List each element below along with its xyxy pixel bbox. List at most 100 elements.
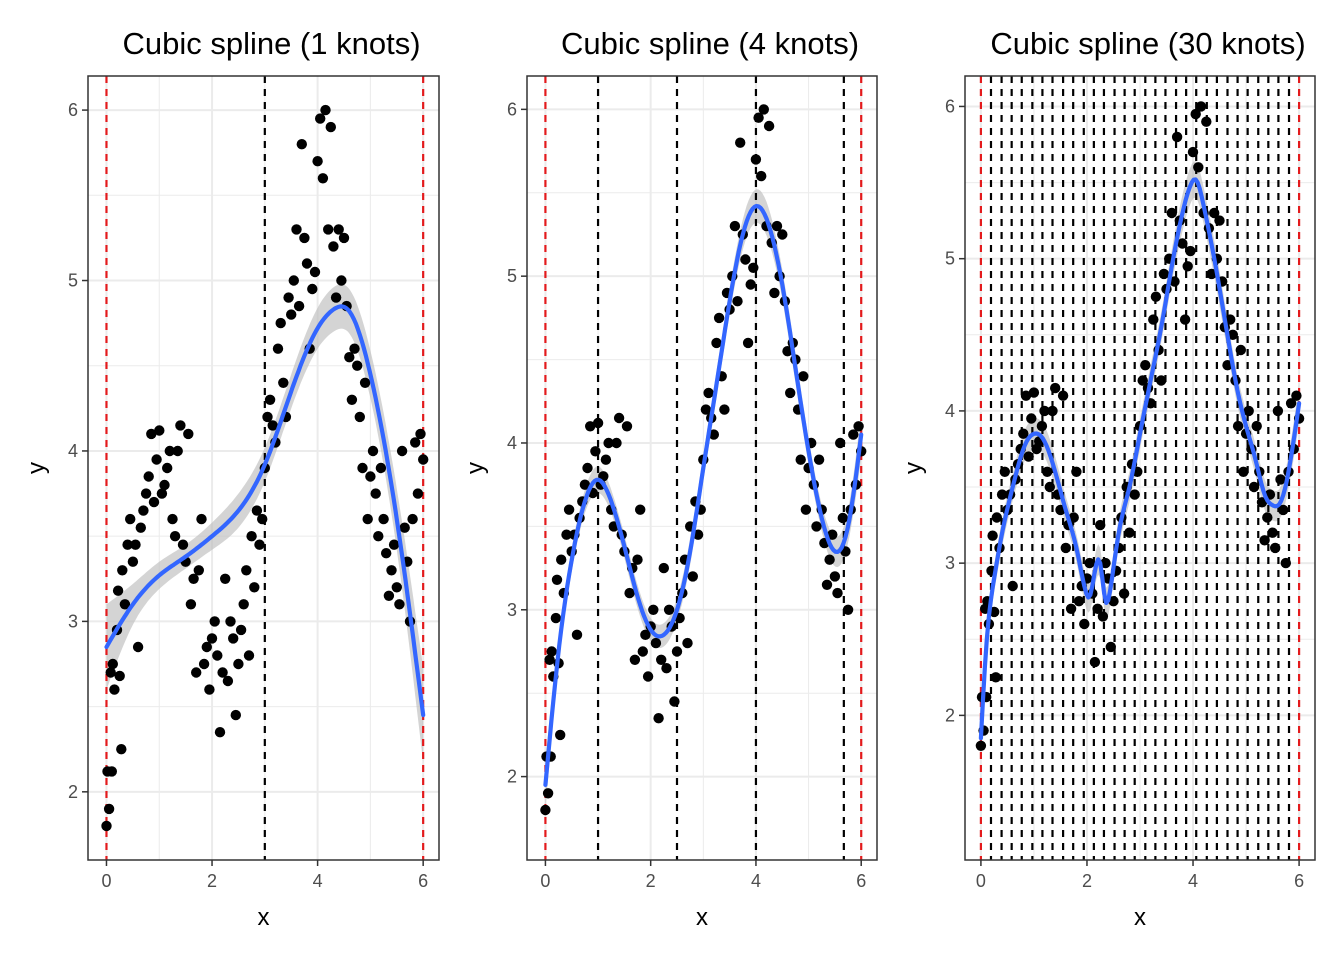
panel-border [87, 75, 440, 861]
data-point [853, 421, 864, 432]
chart-panel-1: 0 2 4 6 2 3 4 5 6 Cubic spline (1 knots) x y [23, 26, 440, 931]
data-point [325, 121, 336, 133]
y-tick-label: 5 [68, 271, 78, 291]
data-point [613, 412, 625, 424]
data-point [117, 565, 128, 576]
data-point [307, 283, 318, 295]
data-point [312, 156, 323, 167]
data-point [101, 820, 112, 832]
data-point [198, 658, 210, 670]
data-point [648, 604, 659, 615]
data-point [732, 296, 743, 307]
data-point [394, 599, 405, 610]
x-axis-label: x [258, 904, 270, 931]
data-point [188, 573, 199, 584]
data-point [296, 139, 307, 150]
data-point [383, 590, 395, 601]
data-point [740, 254, 751, 265]
x-tick-label: 4 [313, 871, 323, 891]
data-point [309, 266, 321, 278]
x-axis-label: x [696, 904, 708, 931]
data-point [1118, 588, 1130, 599]
data-point [1020, 390, 1032, 401]
data-point [1185, 245, 1196, 257]
data-point [813, 454, 825, 465]
y-tick-label: 2 [945, 705, 955, 725]
data-point [140, 488, 152, 499]
data-point [146, 428, 157, 440]
data-point [827, 529, 838, 540]
data-point [122, 539, 133, 550]
data-point [330, 292, 342, 303]
fit-line [978, 177, 1302, 741]
data-point [293, 300, 305, 312]
data-point [663, 604, 675, 615]
data-point [367, 445, 379, 457]
data-point [283, 292, 294, 303]
data-point [415, 428, 426, 440]
data-point [286, 309, 297, 320]
data-point [135, 522, 146, 533]
data-point [346, 394, 358, 405]
data-point [249, 582, 260, 593]
data-point [769, 287, 780, 299]
y-axis-label: y [900, 462, 927, 474]
x-tick-label: 4 [1188, 871, 1198, 891]
data-point [262, 411, 273, 423]
data-point [1124, 527, 1135, 538]
data-point [590, 446, 601, 457]
data-point [1251, 420, 1262, 432]
data-point [1028, 387, 1040, 398]
data-point [653, 713, 664, 724]
data-point [1209, 207, 1220, 219]
data-point [1187, 146, 1199, 158]
data-point [990, 672, 1001, 683]
x-tick-label: 0 [540, 871, 550, 891]
data-point [241, 565, 252, 576]
data-point [1248, 481, 1260, 493]
data-point [1042, 466, 1053, 477]
data-point [1065, 603, 1077, 614]
data-point [1291, 390, 1302, 401]
data-point [214, 727, 226, 738]
data-point [243, 650, 255, 661]
data-point [1238, 466, 1249, 477]
y-tick-label: 4 [507, 433, 517, 453]
data-point [1036, 420, 1048, 432]
data-point [832, 587, 843, 599]
x-tick-label: 0 [976, 871, 986, 891]
data-point [800, 504, 812, 515]
data-point [373, 531, 384, 542]
data-point [1105, 641, 1117, 653]
data-point [550, 612, 562, 624]
data-point [264, 394, 276, 405]
data-point [222, 675, 234, 687]
data-point [105, 667, 116, 678]
data-point [209, 616, 220, 627]
data-point [1267, 527, 1278, 538]
data-point [1280, 557, 1292, 569]
data-point [336, 275, 347, 286]
data-point [735, 137, 746, 148]
data-point [228, 633, 239, 644]
y-tick-label: 3 [68, 611, 78, 631]
data-point [713, 312, 725, 324]
chart-panel-2: 0 2 4 6 2 3 4 5 6 Cubic spline (4 knots) x y [462, 26, 878, 931]
data-point [375, 462, 387, 474]
data-point [1259, 535, 1270, 546]
data-point [320, 104, 331, 116]
chart-title: Cubic spline (4 knots) [561, 26, 859, 61]
data-point [278, 377, 289, 388]
data-point [555, 729, 566, 741]
y-axis-label: y [23, 462, 50, 474]
data-point [254, 539, 265, 550]
x-tick-label: 4 [751, 871, 761, 891]
data-point [621, 421, 633, 432]
y-axis-label: y [462, 462, 489, 474]
data-point [544, 654, 555, 665]
y-tick-label: 6 [945, 96, 955, 116]
data-point [1156, 375, 1167, 386]
data-point [750, 154, 762, 165]
data-point [148, 496, 160, 508]
data-point [687, 571, 698, 582]
